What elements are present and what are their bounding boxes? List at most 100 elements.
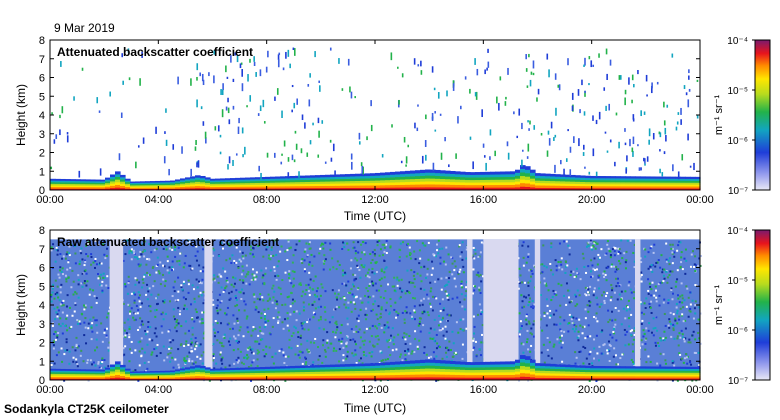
noise-speckle (612, 330, 615, 333)
boundary-layer-cell (235, 183, 241, 186)
noise-speckle (67, 252, 70, 255)
boundary-layer-cell (215, 378, 221, 381)
noise-speckle (522, 241, 525, 244)
noise-speckle (441, 327, 444, 330)
noise-speckle (642, 335, 645, 338)
noise-speckle (149, 310, 152, 313)
noise-speckle (341, 337, 344, 340)
boundary-layer-cell (145, 374, 151, 377)
noise-speckle (603, 270, 606, 273)
noise-speckle (338, 264, 341, 267)
noise-speckle (74, 303, 77, 306)
noise-speckle (54, 338, 57, 341)
backscatter-speckle (280, 161, 283, 165)
boundary-layer-cell (335, 178, 341, 182)
noise-speckle (530, 333, 533, 336)
boundary-layer-cell (295, 371, 301, 375)
noise-speckle (392, 339, 395, 342)
noise-speckle (286, 296, 289, 299)
boundary-layer-cell (110, 176, 116, 180)
noise-speckle (620, 298, 623, 301)
noise-speckle (541, 329, 544, 332)
noise-speckle (668, 274, 671, 277)
noise-speckle (324, 349, 327, 352)
boundary-layer-cell (200, 373, 206, 377)
noise-speckle (349, 338, 352, 341)
noise-speckle (438, 314, 441, 317)
noise-speckle (235, 261, 238, 264)
backscatter-speckle (595, 119, 598, 125)
backscatter-speckle (128, 77, 131, 81)
boundary-layer-cell (130, 185, 136, 187)
boundary-layer-cell (210, 178, 216, 181)
noise-speckle (97, 243, 100, 246)
noise-speckle (317, 358, 320, 361)
noise-speckle (153, 249, 156, 252)
backscatter-speckle (120, 112, 123, 118)
noise-speckle (213, 335, 216, 338)
noise-speckle (693, 351, 696, 354)
boundary-layer-cell (440, 187, 446, 191)
noise-speckle (351, 283, 354, 286)
boundary-layer-cell (350, 180, 356, 184)
plot-2-data (50, 239, 702, 382)
backscatter-speckle (164, 131, 166, 134)
noise-speckle (138, 255, 141, 258)
boundary-layer-cell (565, 181, 571, 184)
boundary-layer-cell (130, 371, 136, 374)
noise-speckle (107, 349, 110, 352)
noise-speckle (256, 358, 259, 361)
noise-speckle (137, 308, 140, 311)
boundary-layer-cell (320, 377, 326, 381)
noise-speckle (377, 338, 380, 341)
noise-speckle (610, 296, 613, 299)
noise-speckle (644, 248, 647, 251)
noise-speckle (245, 317, 248, 320)
boundary-layer-cell (125, 375, 131, 378)
boundary-layer-cell (405, 179, 411, 183)
noise-speckle (474, 249, 477, 252)
noise-speckle (603, 302, 606, 305)
noise-speckle (165, 245, 168, 248)
noise-speckle (359, 308, 362, 311)
noise-speckle (98, 275, 101, 278)
noise-speckle (448, 314, 451, 317)
boundary-layer-cell (120, 377, 126, 381)
noise-speckle (247, 365, 250, 368)
noise-speckle (412, 274, 415, 277)
noise-speckle (74, 252, 77, 255)
noise-speckle (94, 239, 97, 242)
noise-speckle (595, 379, 598, 382)
boundary-layer-cell (150, 371, 156, 373)
noise-speckle (431, 295, 434, 298)
noise-speckle (525, 296, 528, 299)
noise-speckle (663, 268, 666, 271)
noise-speckle (219, 351, 222, 354)
backscatter-speckle (681, 154, 684, 161)
boundary-layer-cell (250, 374, 256, 377)
noise-speckle (597, 253, 600, 256)
noise-speckle (669, 270, 672, 273)
boundary-layer-cell (370, 185, 376, 188)
noise-speckle (462, 265, 465, 268)
boundary-layer-cell (240, 186, 246, 189)
noise-speckle (386, 358, 389, 361)
boundary-layer-cell (180, 378, 186, 381)
boundary-layer-cell (305, 187, 311, 191)
boundary-layer-cell (320, 183, 326, 186)
noise-speckle (355, 277, 358, 280)
noise-speckle (130, 258, 133, 261)
boundary-layer-cell (660, 186, 666, 189)
backscatter-speckle (489, 129, 492, 136)
noise-speckle (315, 290, 318, 293)
boundary-layer-cell (105, 376, 111, 379)
noise-speckle (304, 293, 307, 296)
noise-speckle (89, 359, 92, 362)
noise-speckle (613, 254, 616, 257)
noise-speckle (269, 379, 272, 382)
noise-speckle (655, 261, 658, 264)
boundary-layer-cell (405, 184, 411, 188)
boundary-layer-cell (485, 179, 491, 183)
noise-speckle (90, 338, 93, 341)
noise-speckle (62, 255, 65, 258)
